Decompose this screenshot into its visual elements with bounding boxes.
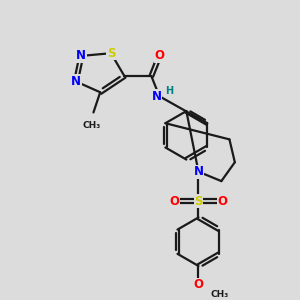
Text: N: N	[152, 90, 162, 103]
Text: N: N	[194, 165, 203, 178]
Text: S: S	[194, 195, 203, 208]
Text: CH₃: CH₃	[83, 121, 101, 130]
Text: S: S	[107, 47, 115, 60]
Text: CH₃: CH₃	[211, 290, 229, 299]
Text: O: O	[194, 278, 203, 291]
Text: N: N	[71, 75, 81, 88]
Text: O: O	[169, 195, 179, 208]
Text: O: O	[218, 195, 228, 208]
Text: O: O	[154, 50, 164, 62]
Text: N: N	[76, 50, 86, 62]
Text: H: H	[166, 86, 174, 96]
